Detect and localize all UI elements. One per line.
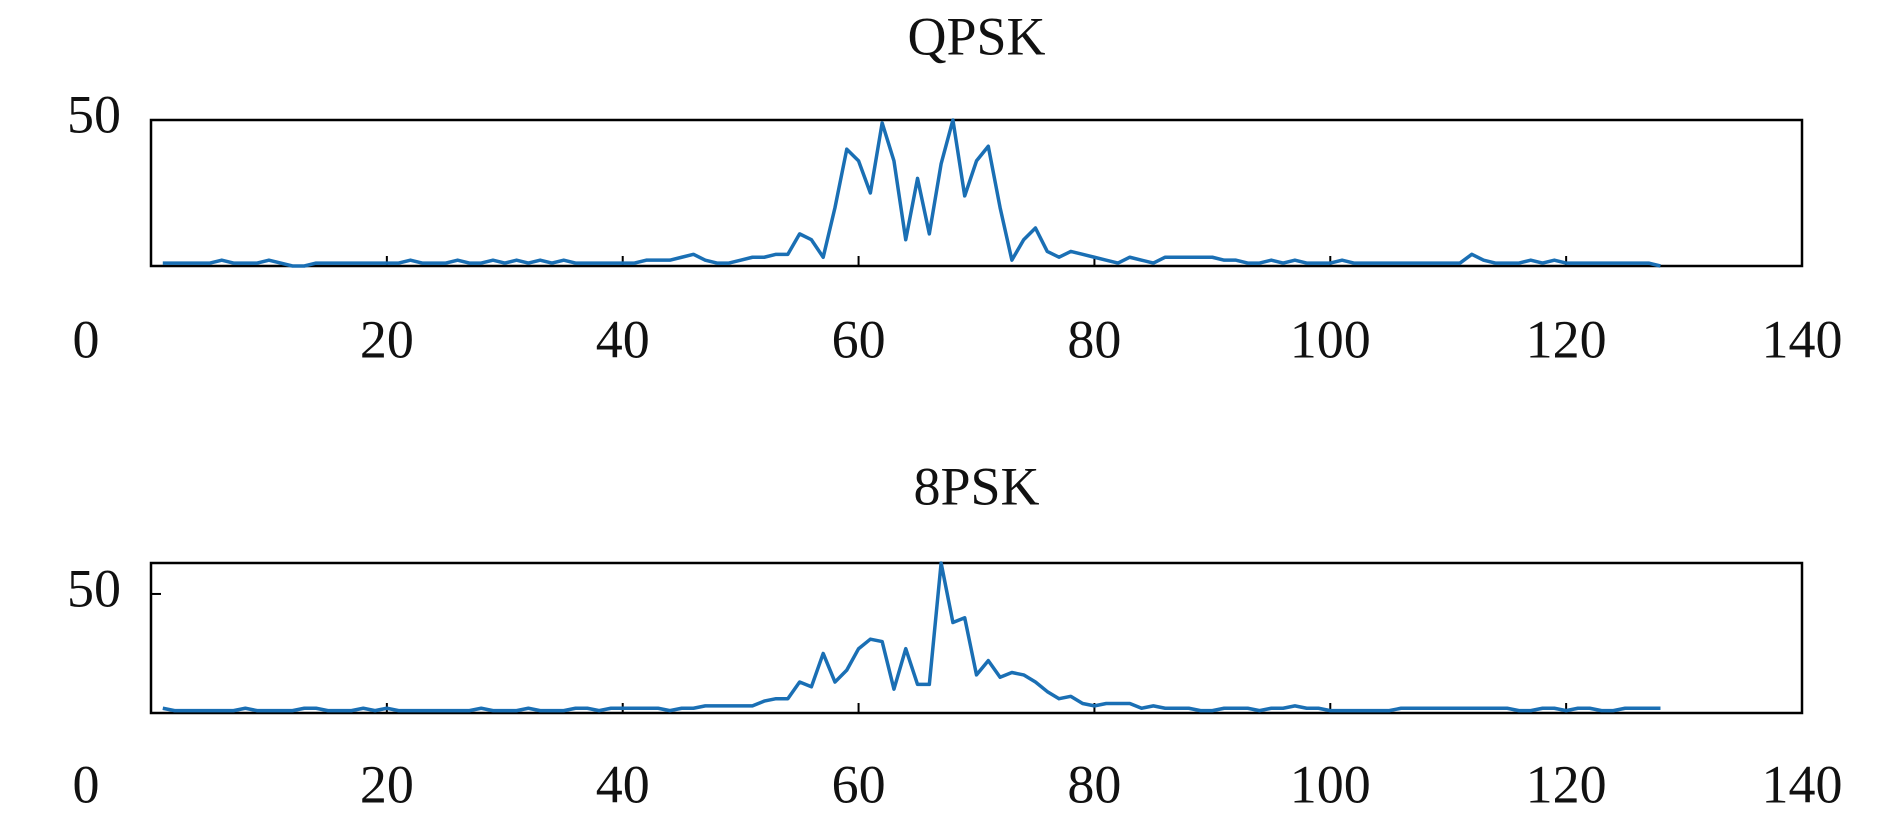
x-tick-label: 0 xyxy=(73,309,100,369)
x-tick-label: 140 xyxy=(1762,309,1843,369)
plot-frame xyxy=(149,118,1804,268)
x-tick-label: 20 xyxy=(360,309,414,369)
data-line xyxy=(162,118,1661,268)
x-tick-label: 80 xyxy=(1067,754,1121,814)
x-tick-label: 120 xyxy=(1526,309,1607,369)
y-tick-label: 50 xyxy=(67,558,121,618)
y-tick-label: 50 xyxy=(67,84,121,144)
x-tick-label: 0 xyxy=(73,754,100,814)
x-tick-label: 40 xyxy=(596,754,650,814)
x-tick-label: 120 xyxy=(1526,754,1607,814)
plot-frame xyxy=(149,561,1804,715)
x-tick-label: 100 xyxy=(1290,309,1371,369)
x-tick-label: 40 xyxy=(596,309,650,369)
x-tick-label: 60 xyxy=(832,309,886,369)
data-line xyxy=(162,561,1661,713)
chart-title: QPSK xyxy=(907,6,1045,66)
x-tick-label: 60 xyxy=(832,754,886,814)
x-tick-label: 80 xyxy=(1067,309,1121,369)
x-tick-label: 100 xyxy=(1290,754,1371,814)
chart-title: 8PSK xyxy=(913,456,1039,516)
x-tick-label: 20 xyxy=(360,754,414,814)
x-tick-label: 140 xyxy=(1762,754,1843,814)
